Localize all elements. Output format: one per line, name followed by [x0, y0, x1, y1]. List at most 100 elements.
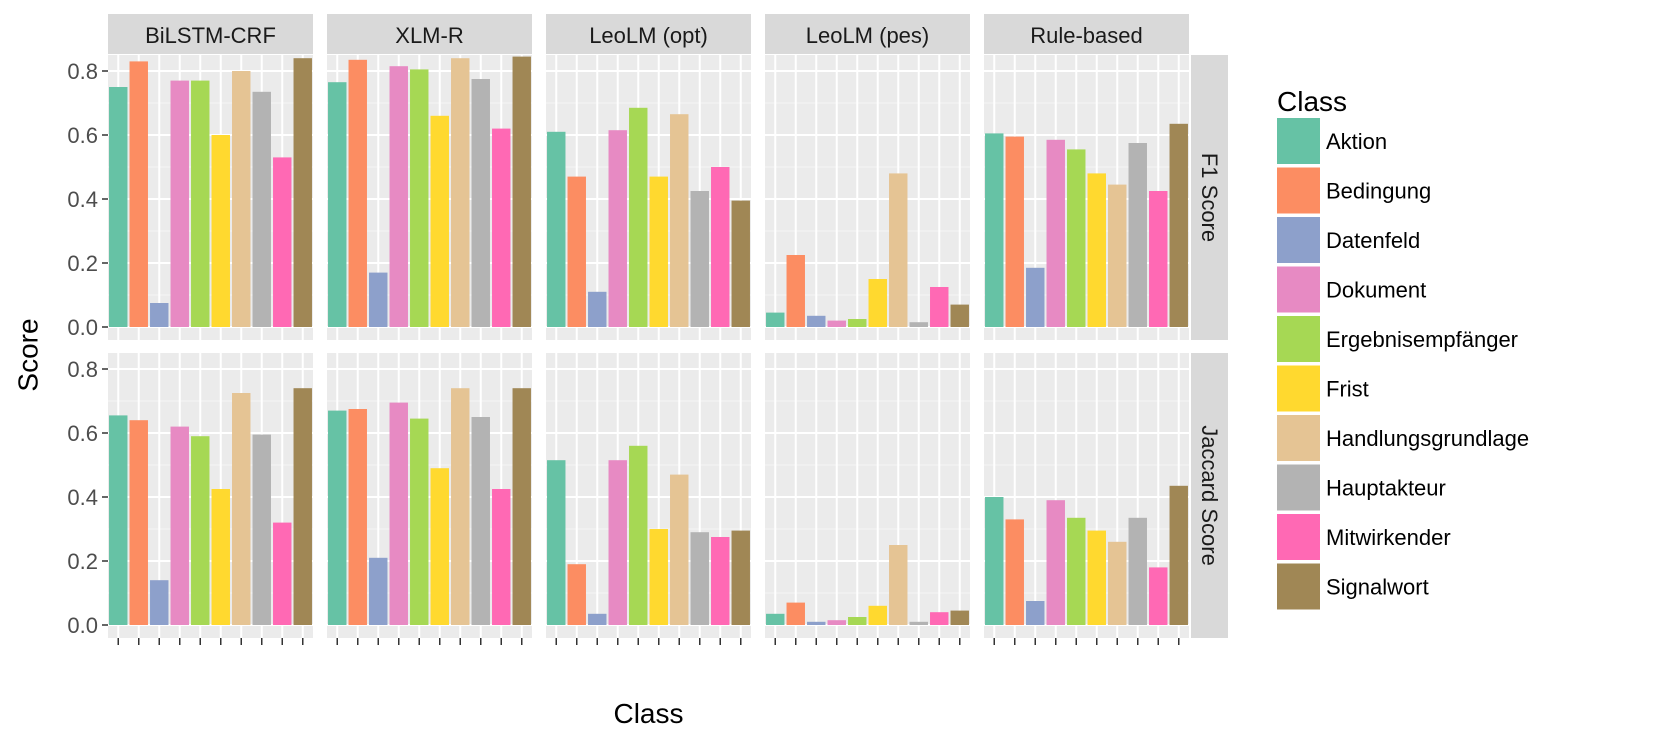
- panel: [984, 55, 1189, 340]
- bar-hauptakteur: [252, 434, 271, 625]
- bar-signalwort: [950, 610, 969, 625]
- bar-frist: [868, 605, 887, 625]
- bar-ergebnisempfänger: [848, 617, 867, 625]
- column-strip-bg: [765, 14, 970, 54]
- bar-aktion: [109, 87, 128, 327]
- bar-frist: [649, 529, 668, 625]
- panel: [546, 353, 751, 638]
- bar-bedingung: [348, 59, 367, 328]
- bar-datenfeld: [588, 291, 607, 327]
- legend: Class Aktion Bedingung Datenfeld Dokument Er…: [1277, 86, 1529, 610]
- y-tick-label: 0.0: [67, 613, 98, 638]
- bar-mitwirkender: [711, 167, 730, 327]
- row-strip-label: Jaccard Score: [1197, 425, 1222, 566]
- bar-ergebnisempfänger: [191, 436, 210, 625]
- bar-aktion: [328, 82, 347, 327]
- legend-swatch: [1277, 563, 1320, 610]
- bar-bedingung: [786, 602, 805, 625]
- column-strip: Rule-based: [984, 14, 1189, 54]
- y-tick-label: 0.2: [67, 549, 98, 574]
- bar-datenfeld: [150, 580, 169, 625]
- bar-mitwirkender: [492, 128, 511, 327]
- bar-dokument: [1046, 500, 1065, 625]
- bar-datenfeld: [588, 613, 607, 625]
- bar-frist: [649, 176, 668, 327]
- legend-item: Hauptakteur: [1277, 464, 1446, 511]
- bar-signalwort: [512, 56, 531, 327]
- legend-item: Datenfeld: [1277, 217, 1420, 263]
- legend-item: Mitwirkender: [1277, 514, 1451, 560]
- bar-frist: [1087, 173, 1106, 327]
- bar-aktion: [328, 410, 347, 625]
- bar-ergebnisempfänger: [1067, 149, 1086, 327]
- bar-ergebnisempfänger: [410, 418, 429, 625]
- y-tick-label: 0.6: [67, 421, 98, 446]
- bar-dokument: [389, 402, 408, 625]
- bar-hauptakteur: [471, 79, 490, 327]
- bar-hauptakteur: [909, 322, 928, 327]
- bar-dokument: [170, 426, 189, 625]
- y-tick-label: 0.4: [67, 187, 98, 212]
- row-strip-bg: [1191, 55, 1228, 340]
- legend-swatch: [1277, 464, 1320, 511]
- bar-hauptakteur: [909, 621, 928, 625]
- bar-signalwort: [1169, 123, 1188, 327]
- legend-item: Dokument: [1277, 266, 1426, 313]
- y-axis: 0.0 0.2 0.4 0.6 0.8: [67, 357, 108, 638]
- legend-item: Aktion: [1277, 118, 1387, 164]
- bar-aktion: [547, 460, 566, 625]
- panel: [765, 353, 970, 638]
- bar-ergebnisempfänger: [629, 107, 648, 327]
- column-strip-bg: [984, 14, 1189, 54]
- legend-label: Handlungsgrundlage: [1326, 426, 1529, 451]
- bar-frist: [211, 135, 230, 327]
- column-strip-bg: [327, 14, 532, 54]
- bar-dokument: [1046, 139, 1065, 327]
- legend-item: Ergebnisempfänger: [1277, 316, 1518, 362]
- bar-frist: [211, 489, 230, 625]
- legend-label: Bedingung: [1326, 179, 1431, 204]
- legend-label: Dokument: [1326, 278, 1426, 303]
- bar-frist: [430, 115, 449, 327]
- bar-handlungsgrundlage: [1108, 541, 1127, 625]
- legend-item: Handlungsgrundlage: [1277, 415, 1529, 461]
- bar-dokument: [608, 460, 627, 625]
- bar-mitwirkender: [1149, 191, 1168, 327]
- legend-label: Datenfeld: [1326, 228, 1420, 253]
- column-strip: XLM-R: [327, 14, 532, 54]
- bar-bedingung: [348, 409, 367, 625]
- bar-handlungsgrundlage: [889, 173, 908, 327]
- bar-handlungsgrundlage: [889, 545, 908, 625]
- bar-ergebnisempfänger: [410, 69, 429, 328]
- column-strip-label: XLM-R: [395, 23, 463, 48]
- column-strip-label: LeoLM (pes): [806, 23, 930, 48]
- bar-ergebnisempfänger: [191, 80, 210, 327]
- bar-dokument: [170, 80, 189, 327]
- legend-swatch: [1277, 118, 1320, 164]
- legend-label: Mitwirkender: [1326, 525, 1451, 550]
- panel: [765, 55, 970, 340]
- bar-datenfeld: [1026, 267, 1045, 327]
- legend-swatch: [1277, 167, 1320, 214]
- bar-mitwirkender: [492, 489, 511, 625]
- bar-handlungsgrundlage: [232, 393, 251, 625]
- bar-datenfeld: [150, 303, 169, 327]
- legend-item: Frist: [1277, 365, 1369, 412]
- legend-item: Bedingung: [1277, 167, 1431, 214]
- bar-signalwort: [293, 388, 312, 625]
- bar-datenfeld: [369, 557, 388, 625]
- bar-mitwirkender: [1149, 567, 1168, 625]
- bar-datenfeld: [1026, 601, 1045, 625]
- y-axis: 0.0 0.2 0.4 0.6 0.8: [67, 59, 108, 340]
- bar-datenfeld: [807, 315, 826, 327]
- bar-bedingung: [1005, 136, 1024, 327]
- bar-hauptakteur: [471, 417, 490, 625]
- bar-mitwirkender: [930, 612, 949, 625]
- legend-title: Class: [1277, 86, 1347, 117]
- panel: [108, 353, 313, 638]
- bar-handlungsgrundlage: [451, 58, 470, 327]
- bar-dokument: [827, 620, 846, 625]
- bar-bedingung: [129, 420, 148, 625]
- bar-bedingung: [129, 61, 148, 328]
